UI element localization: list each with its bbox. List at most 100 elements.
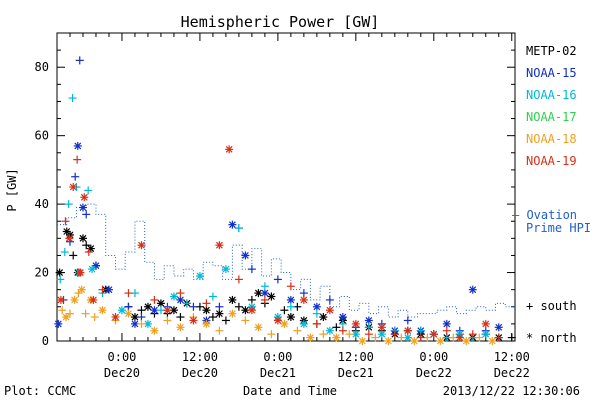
data-point [325, 326, 334, 335]
data-point [143, 302, 152, 311]
data-point [475, 333, 484, 342]
data-point [189, 302, 198, 311]
data-point [202, 299, 211, 308]
data-point [416, 333, 425, 342]
data-point [202, 306, 211, 315]
data-point [221, 316, 230, 325]
data-point [111, 313, 120, 322]
data-point [137, 241, 146, 250]
data-point [260, 289, 269, 298]
data-point [377, 330, 386, 339]
data-point [54, 319, 63, 328]
data-point [71, 172, 80, 181]
data-point [345, 330, 354, 339]
data-point [481, 319, 490, 328]
data-point [130, 313, 139, 322]
data-point [228, 220, 237, 229]
data-point [442, 326, 451, 335]
data-point [267, 330, 276, 339]
data-point [364, 323, 373, 332]
data-point [78, 234, 87, 243]
y-axis: 0 20 40 60 80 [35, 49, 515, 348]
data-point [75, 56, 84, 65]
data-point [228, 295, 237, 304]
data-point [81, 309, 90, 318]
legend-ovation-line2: Prime HPI [526, 221, 591, 235]
data-point [65, 234, 74, 243]
data-point [260, 282, 269, 291]
x-axis: 0:00 Dec20 12:00 Dec20 0:00 Dec21 12:00 Dec21 0:… [69, 33, 530, 380]
data-point [332, 323, 341, 332]
y-tick-label: 20 [35, 266, 49, 280]
data-point [293, 326, 302, 335]
data-point [77, 285, 86, 294]
data-point [234, 302, 243, 311]
data-point [76, 268, 85, 277]
data-point [468, 285, 477, 294]
data-point [98, 306, 107, 315]
data-point [137, 306, 146, 315]
x-tick-time: 0:00 [263, 350, 292, 364]
data-point [390, 330, 399, 339]
x-tick-time: 12:00 [494, 350, 530, 364]
data-point [124, 302, 133, 311]
data-point [429, 330, 438, 339]
legend-ovation-line1: — Ovation [512, 208, 577, 222]
data-point [163, 306, 172, 315]
data-point [403, 316, 412, 325]
data-point [416, 326, 425, 335]
legend-entry: METP-02 [526, 44, 577, 58]
data-point [117, 306, 126, 315]
ovation-hpi-line [57, 203, 515, 318]
data-point [69, 251, 78, 260]
legend-entry: NOAA-16 [526, 88, 577, 102]
data-point [299, 295, 308, 304]
data-point [286, 313, 295, 322]
legend: METP-02 NOAA-15 NOAA-16 NOAA-17 NOAA-18 NOAA-… [512, 44, 591, 345]
x-tick-date: Dec20 [182, 366, 218, 380]
data-point [338, 319, 347, 328]
data-point [182, 299, 191, 308]
data-point [124, 289, 133, 298]
y-tick-label: 0 [42, 334, 49, 348]
data-point [169, 292, 178, 301]
data-point [215, 309, 224, 318]
data-point [299, 319, 308, 328]
data-point [62, 313, 71, 322]
data-point [403, 326, 412, 335]
data-point [234, 224, 243, 233]
data-point [351, 330, 360, 339]
data-point [58, 306, 67, 315]
data-point [88, 265, 97, 274]
data-point [286, 302, 295, 311]
data-point [195, 271, 204, 280]
data-point [143, 319, 152, 328]
data-point [319, 330, 328, 339]
data-point [397, 333, 406, 342]
data-point [124, 309, 133, 318]
data-point [273, 316, 282, 325]
data-point [312, 309, 321, 318]
data-point [215, 241, 224, 250]
data-point [351, 319, 360, 328]
data-point [80, 193, 89, 202]
data-point [319, 313, 328, 322]
data-point [260, 295, 269, 304]
data-point [247, 295, 256, 304]
data-point [60, 248, 69, 257]
data-point [82, 210, 91, 219]
data-point [69, 183, 78, 191]
data-point [84, 186, 93, 195]
data-point [455, 333, 464, 342]
data-point [247, 306, 256, 315]
data-point [65, 309, 74, 318]
data-point [137, 313, 146, 322]
data-point [189, 316, 198, 325]
data-point [104, 285, 113, 294]
data-point [254, 323, 263, 332]
data-point [377, 323, 386, 332]
data-point [228, 309, 237, 318]
data-point [64, 200, 73, 209]
data-point [176, 323, 185, 332]
